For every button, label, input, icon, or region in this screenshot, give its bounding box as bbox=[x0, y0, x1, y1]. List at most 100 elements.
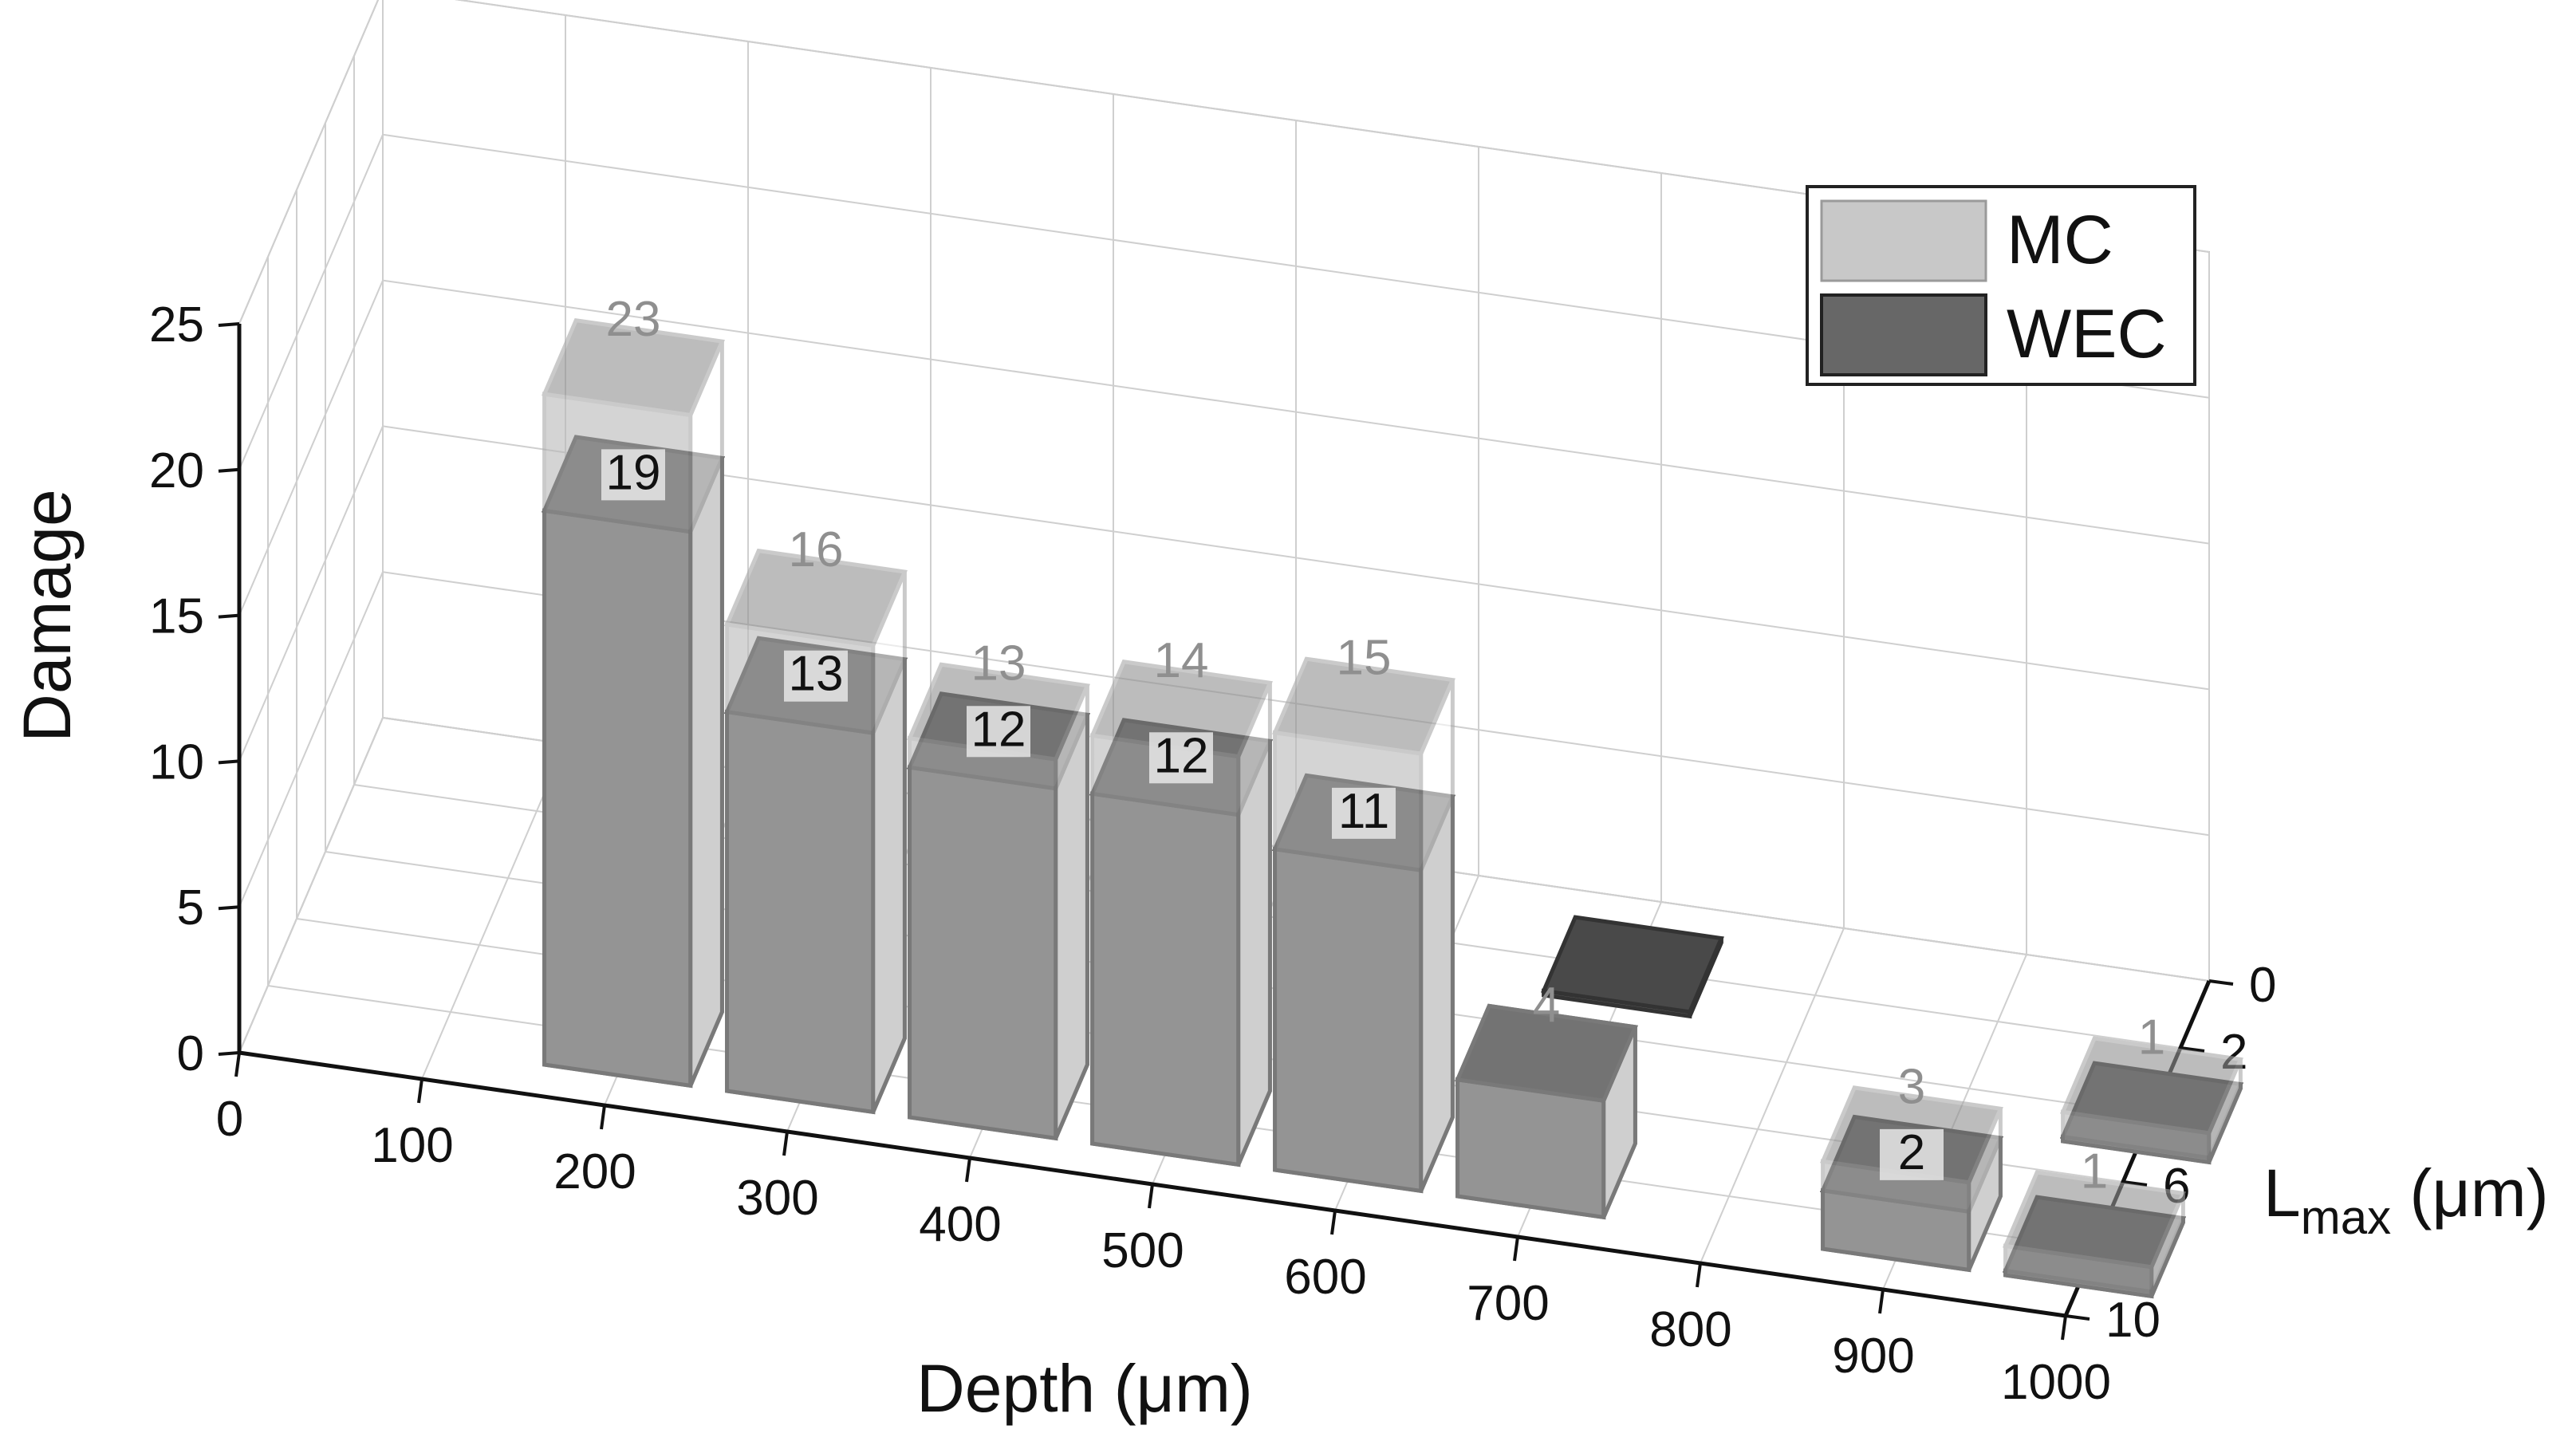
y-tick bbox=[218, 467, 240, 473]
x-tick bbox=[600, 1105, 606, 1130]
bar-mc-200-8-side bbox=[688, 341, 724, 1087]
x-tick-label: 0 bbox=[216, 1092, 243, 1147]
legend-swatch-mc bbox=[1820, 199, 1987, 282]
z-axis-title-sub: max bbox=[2301, 1191, 2391, 1244]
x-tick-label: 200 bbox=[553, 1144, 636, 1199]
side-gridline-damage bbox=[238, 571, 384, 908]
x-tick bbox=[1696, 1262, 1702, 1288]
mc-value-label: 14 bbox=[1154, 633, 1209, 688]
value-label-bg bbox=[1880, 1128, 1944, 1180]
x-tick bbox=[782, 1131, 789, 1156]
y-tick-label: 0 bbox=[177, 1026, 204, 1081]
value-label-bg bbox=[784, 650, 848, 702]
mc-value-label: 15 bbox=[1337, 631, 1392, 686]
z-tick bbox=[2180, 1046, 2205, 1053]
y-tick-label: 15 bbox=[149, 589, 204, 644]
x-tick-label: 700 bbox=[1467, 1276, 1549, 1331]
side-gridline-damage bbox=[238, 717, 384, 1053]
x-tick bbox=[965, 1157, 971, 1183]
z-tick-label: 10 bbox=[2105, 1293, 2160, 1348]
y-tick bbox=[218, 905, 240, 911]
z-tick bbox=[2208, 979, 2234, 986]
mc-value-label: 1 bbox=[2138, 1010, 2165, 1065]
x-tick-label: 400 bbox=[919, 1197, 1001, 1252]
bar-wec-700-2 bbox=[1541, 915, 1724, 1019]
x-tick-label: 100 bbox=[371, 1118, 453, 1173]
x-tick bbox=[1330, 1210, 1337, 1235]
side-gridline-damage bbox=[238, 134, 384, 471]
x-tick-label: 600 bbox=[1284, 1250, 1366, 1305]
bar-mc-1000-4-top bbox=[2060, 1036, 2243, 1136]
x-tick-label: 1000 bbox=[2001, 1355, 2111, 1410]
legend-swatch-wec bbox=[1820, 293, 1987, 376]
bar-mc-500-8 bbox=[1089, 660, 1273, 1168]
side-gridline-damage bbox=[238, 280, 384, 616]
x-tick bbox=[1513, 1236, 1519, 1262]
x-tick bbox=[417, 1078, 423, 1104]
value-label-bg bbox=[1149, 732, 1213, 784]
y-tick-label: 25 bbox=[149, 297, 204, 352]
value-label-bg bbox=[601, 449, 665, 501]
bar-mc-300-8-top bbox=[724, 548, 908, 648]
z-axis-title-main: L bbox=[2263, 1156, 2301, 1231]
bar-mc-300-8 bbox=[724, 548, 908, 1115]
bar-mc-600-8 bbox=[1272, 656, 1455, 1194]
wec-value-label: 11 bbox=[1338, 784, 1389, 839]
bar-mc-600-8-side bbox=[1419, 679, 1455, 1192]
y-tick bbox=[218, 1051, 240, 1056]
back-gridline-damage bbox=[382, 279, 2210, 545]
bar-mc-700-8 bbox=[1455, 1003, 1638, 1220]
bar-mc-700-8-top bbox=[1455, 1003, 1638, 1103]
wec-value-label: 19 bbox=[606, 445, 661, 500]
mc-value-label: 13 bbox=[971, 636, 1026, 691]
x-tick-label: 800 bbox=[1649, 1302, 1731, 1357]
z-tick bbox=[2065, 1314, 2090, 1321]
mc-value-label: 23 bbox=[606, 292, 661, 347]
x-tick-label: 900 bbox=[1832, 1329, 1914, 1384]
y-tick bbox=[218, 322, 240, 327]
floor-gridline-depth bbox=[421, 743, 566, 1080]
x-tick-label: 500 bbox=[1101, 1223, 1184, 1278]
mc-value-label: 4 bbox=[1533, 978, 1560, 1033]
bar-mc-400-8-side bbox=[1054, 684, 1089, 1140]
side-gridline-damage bbox=[238, 0, 380, 325]
bar-mc-1000-4 bbox=[2060, 1036, 2243, 1165]
bar-mc-500-8-front bbox=[1090, 733, 1241, 1168]
value-label-bg bbox=[967, 706, 1030, 758]
bar-mc-200-8 bbox=[542, 317, 725, 1089]
bar-mc-1000-8-top bbox=[2003, 1170, 2186, 1270]
y-tick bbox=[218, 759, 240, 765]
y-tick-label: 10 bbox=[149, 734, 204, 790]
y-tick bbox=[218, 613, 240, 619]
bar-mc-1000-8 bbox=[2003, 1170, 2186, 1299]
y-tick-label: 20 bbox=[149, 443, 204, 498]
x-tick bbox=[1148, 1183, 1154, 1209]
bar-mc-600-8-top bbox=[1272, 656, 1455, 756]
x-tick bbox=[2061, 1315, 2067, 1341]
wec-value-label: 12 bbox=[971, 702, 1026, 757]
bar-mc-500-8-side bbox=[1236, 682, 1272, 1166]
floor-gridline-depth bbox=[1700, 927, 1845, 1264]
bar-mc-300-8-side bbox=[871, 571, 907, 1113]
wec-value-label: 13 bbox=[789, 647, 844, 702]
y-axis-title: Damage bbox=[10, 489, 85, 742]
legend: MC WEC bbox=[1806, 185, 2196, 386]
z-tick-label: 0 bbox=[2249, 958, 2276, 1013]
value-label-bg bbox=[1332, 787, 1396, 839]
x-tick bbox=[1878, 1289, 1885, 1314]
mc-value-label: 3 bbox=[1898, 1059, 1925, 1114]
bars-layer bbox=[542, 317, 2243, 1299]
bar-mc-700-8-front bbox=[1455, 1077, 1606, 1220]
mc-value-label: 16 bbox=[789, 522, 844, 577]
mc-value-label: 1 bbox=[2081, 1144, 2108, 1199]
bar-wec-700-2-top bbox=[1541, 915, 1724, 1014]
x-tick bbox=[234, 1052, 241, 1077]
legend-label-wec: WEC bbox=[2007, 296, 2167, 372]
z-tick bbox=[2122, 1180, 2148, 1187]
x-tick-label: 300 bbox=[736, 1171, 818, 1226]
wec-value-label: 2 bbox=[1898, 1125, 1925, 1180]
z-axis-title-unit: (μm) bbox=[2391, 1156, 2549, 1231]
